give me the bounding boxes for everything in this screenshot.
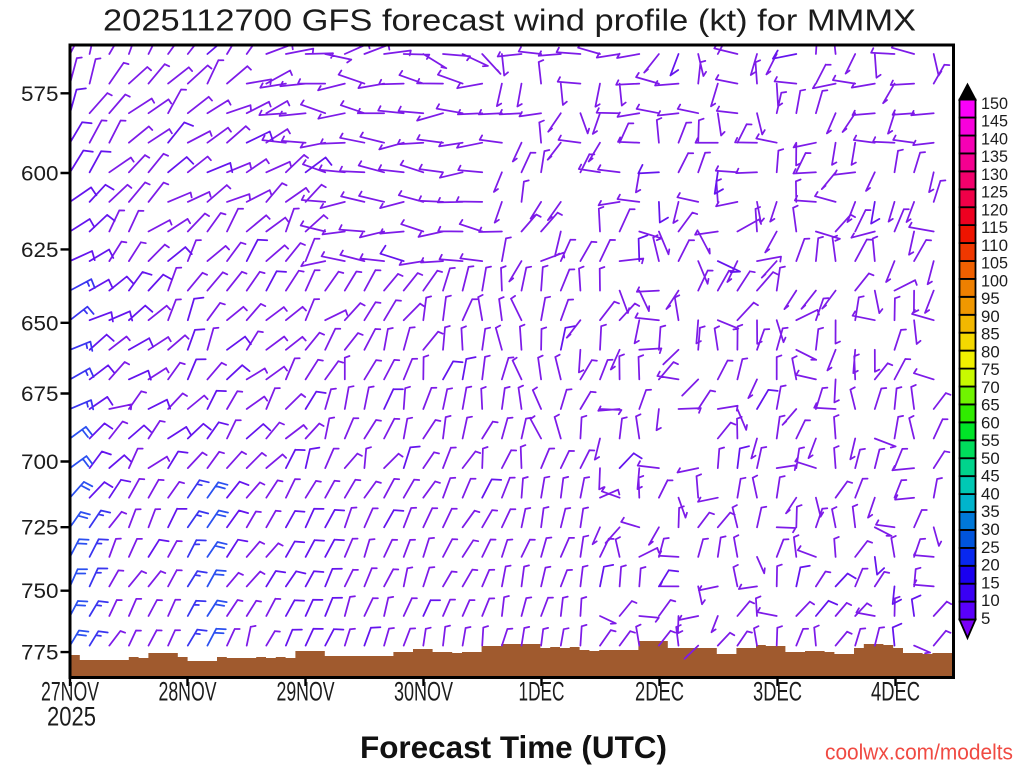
svg-text:2025: 2025 (47, 702, 96, 732)
svg-text:90: 90 (981, 308, 1000, 326)
svg-text:30NOV: 30NOV (394, 677, 453, 707)
svg-text:100: 100 (981, 272, 1008, 290)
svg-text:150: 150 (981, 95, 1008, 113)
svg-text:25: 25 (981, 539, 1000, 557)
svg-text:Forecast Time (UTC): Forecast Time (UTC) (360, 729, 667, 765)
svg-text:140: 140 (981, 130, 1008, 148)
svg-text:575: 575 (21, 83, 59, 106)
svg-text:650: 650 (21, 312, 59, 335)
svg-text:30: 30 (981, 521, 1000, 539)
svg-text:27NOV: 27NOV (41, 677, 99, 707)
svg-text:80: 80 (981, 343, 1000, 361)
svg-text:775: 775 (21, 642, 59, 665)
svg-text:125: 125 (981, 184, 1008, 202)
svg-text:28NOV: 28NOV (159, 677, 217, 707)
svg-text:2DEC: 2DEC (635, 677, 684, 707)
svg-text:675: 675 (21, 383, 59, 406)
svg-text:85: 85 (981, 326, 1000, 344)
svg-text:5: 5 (981, 610, 990, 628)
svg-text:65: 65 (981, 397, 1000, 415)
svg-text:1DEC: 1DEC (519, 677, 565, 707)
svg-text:35: 35 (981, 503, 1000, 521)
svg-text:10: 10 (981, 592, 1000, 610)
svg-text:700: 700 (21, 451, 59, 474)
svg-text:130: 130 (981, 166, 1008, 184)
svg-text:coolwx.com/modelts: coolwx.com/modelts (825, 740, 1013, 765)
svg-text:20: 20 (981, 557, 1000, 575)
svg-text:725: 725 (21, 517, 59, 540)
svg-text:135: 135 (981, 148, 1008, 166)
svg-text:3DEC: 3DEC (753, 677, 802, 707)
svg-text:120: 120 (981, 201, 1008, 219)
svg-text:45: 45 (981, 468, 1000, 486)
svg-text:2025112700 GFS forecast wind p: 2025112700 GFS forecast wind profile (kt… (103, 4, 916, 38)
svg-text:55: 55 (981, 432, 1000, 450)
svg-text:15: 15 (981, 574, 1000, 592)
svg-text:95: 95 (981, 290, 1000, 308)
svg-text:145: 145 (981, 113, 1008, 131)
svg-text:29NOV: 29NOV (277, 677, 335, 707)
svg-text:70: 70 (981, 379, 1000, 397)
svg-text:115: 115 (981, 219, 1008, 237)
svg-text:40: 40 (981, 486, 1000, 504)
svg-text:60: 60 (981, 414, 1000, 432)
svg-text:600: 600 (21, 163, 59, 186)
svg-text:110: 110 (981, 237, 1008, 255)
svg-text:50: 50 (981, 450, 1000, 468)
svg-text:4DEC: 4DEC (871, 677, 920, 707)
svg-text:750: 750 (21, 580, 59, 603)
svg-text:105: 105 (981, 255, 1008, 273)
svg-text:75: 75 (981, 361, 1000, 379)
svg-text:625: 625 (21, 239, 59, 262)
